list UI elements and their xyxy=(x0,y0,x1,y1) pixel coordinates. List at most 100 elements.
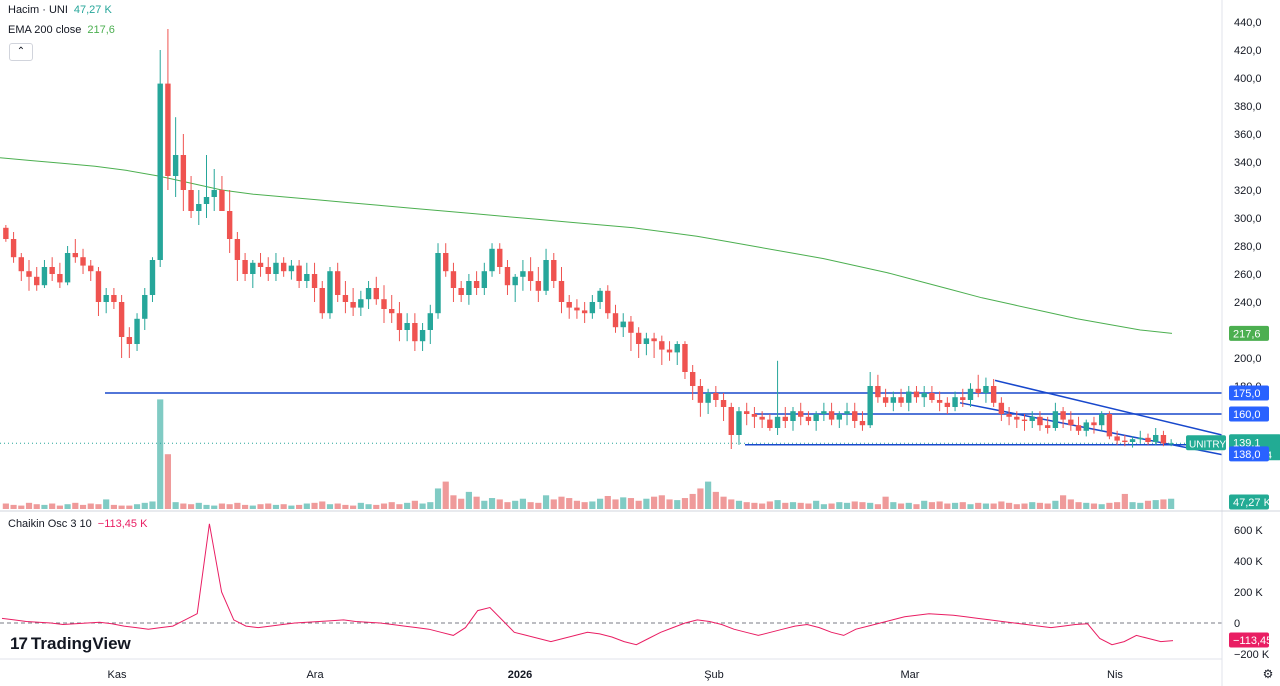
volume-bar xyxy=(481,500,488,509)
chaikin-legend[interactable]: Chaikin Osc 3 10 −113,45 K xyxy=(8,518,147,530)
volume-bar xyxy=(566,498,573,509)
volume-bar xyxy=(612,499,619,509)
candle-body xyxy=(836,414,843,420)
candle-body xyxy=(88,265,94,272)
volume-bar xyxy=(527,502,534,509)
osc-tick-label: 200 K xyxy=(1234,587,1263,599)
price-tick-label: 340,0 xyxy=(1234,157,1262,169)
candle-body xyxy=(651,338,657,342)
time-tick-label: Mar xyxy=(901,669,920,681)
volume-bar xyxy=(1121,493,1128,509)
volume-legend[interactable]: Hacim · UNI 47,27 K xyxy=(8,4,112,16)
candle-body xyxy=(689,372,696,386)
candle-body xyxy=(481,271,488,288)
volume-bar xyxy=(118,505,125,509)
volume-bar xyxy=(303,503,310,509)
candle-body xyxy=(304,274,310,281)
volume-bar xyxy=(743,502,750,509)
candle-body xyxy=(34,276,40,286)
price-tick-label: 380,0 xyxy=(1234,101,1262,113)
volume-bar xyxy=(442,481,449,509)
trend-channel[interactable] xyxy=(959,379,1223,456)
candle-body xyxy=(728,407,734,435)
volume-bar xyxy=(859,502,866,509)
volume-bar xyxy=(195,502,202,509)
chaikin-pane[interactable]: 600 K 400 K 200 K 0 −200 K xyxy=(0,523,1270,661)
volume-bar xyxy=(1075,502,1082,509)
volume-bar xyxy=(782,502,789,509)
candle-body xyxy=(535,281,542,291)
candle-body xyxy=(612,313,619,328)
price-tick-label: 320,0 xyxy=(1234,185,1262,197)
candle-body xyxy=(365,288,372,300)
collapse-legend-button[interactable]: ⌃ xyxy=(9,43,33,61)
volume-bar xyxy=(496,499,503,509)
volume-bar xyxy=(504,502,511,509)
volume-bar xyxy=(1090,503,1098,509)
candle-body xyxy=(967,388,974,400)
candle-body xyxy=(921,393,927,398)
candle-body xyxy=(736,411,742,435)
candle-body xyxy=(296,265,302,281)
volume-bar xyxy=(458,498,465,509)
volume-bar xyxy=(512,500,519,509)
volume-bar xyxy=(697,488,704,509)
volume-bar xyxy=(1044,503,1051,509)
time-axis[interactable]: Kas Ara 2026 Şub Mar Nis ⚙ xyxy=(108,667,1274,681)
candle-body xyxy=(26,271,32,277)
volume-bar xyxy=(843,502,851,509)
volume-bar xyxy=(365,504,372,509)
volume-bar xyxy=(49,503,56,509)
volume-bar xyxy=(180,503,187,509)
time-tick-label: Kas xyxy=(108,669,127,681)
volume-bar xyxy=(905,502,912,509)
candle-body xyxy=(558,281,565,302)
volume-bar xyxy=(789,502,797,509)
volume-bar xyxy=(272,504,280,509)
volume-bar xyxy=(296,504,303,509)
candle-body xyxy=(473,281,480,288)
volume-bar xyxy=(596,498,604,509)
candle-body xyxy=(1168,443,1174,445)
volume-bar xyxy=(342,504,349,509)
candle-body xyxy=(875,386,881,398)
candle-body xyxy=(443,253,449,272)
volume-bar xyxy=(990,503,997,509)
line-160-tag-bg xyxy=(1229,406,1269,422)
volume-bar xyxy=(10,504,17,509)
candle-body xyxy=(404,323,410,330)
candle-body xyxy=(720,400,727,407)
volume-bar xyxy=(1021,503,1028,509)
volume-bar xyxy=(211,505,218,509)
candle-body xyxy=(1060,411,1066,420)
ema-price-tag: 217,6 xyxy=(1233,328,1261,340)
candle-body xyxy=(635,332,642,344)
candle-body xyxy=(906,391,912,403)
candle-body xyxy=(890,397,897,403)
candle-body xyxy=(743,411,750,414)
time-tick-label: 2026 xyxy=(508,669,532,681)
candlesticks[interactable] xyxy=(3,29,1174,449)
volume-bar xyxy=(928,502,935,509)
volume-bar xyxy=(1152,500,1159,509)
candle-body xyxy=(705,393,711,403)
volume-bar xyxy=(157,399,164,509)
volume-bar xyxy=(635,500,642,509)
candle-body xyxy=(226,211,233,239)
volume-bar xyxy=(164,454,172,509)
candle-body xyxy=(790,411,796,421)
volume-bar xyxy=(1005,502,1013,509)
candle-body xyxy=(489,248,495,272)
volume-bar xyxy=(1144,500,1152,509)
candle-body xyxy=(273,262,279,274)
ema-legend[interactable]: EMA 200 close 217,6 xyxy=(8,24,115,36)
candle-body xyxy=(157,83,163,260)
candle-body xyxy=(458,288,464,295)
volume-bar xyxy=(326,504,334,509)
ema-200-line xyxy=(0,157,1173,334)
candle-body xyxy=(80,257,86,266)
candle-body xyxy=(64,253,71,283)
volume-bar xyxy=(411,500,418,509)
